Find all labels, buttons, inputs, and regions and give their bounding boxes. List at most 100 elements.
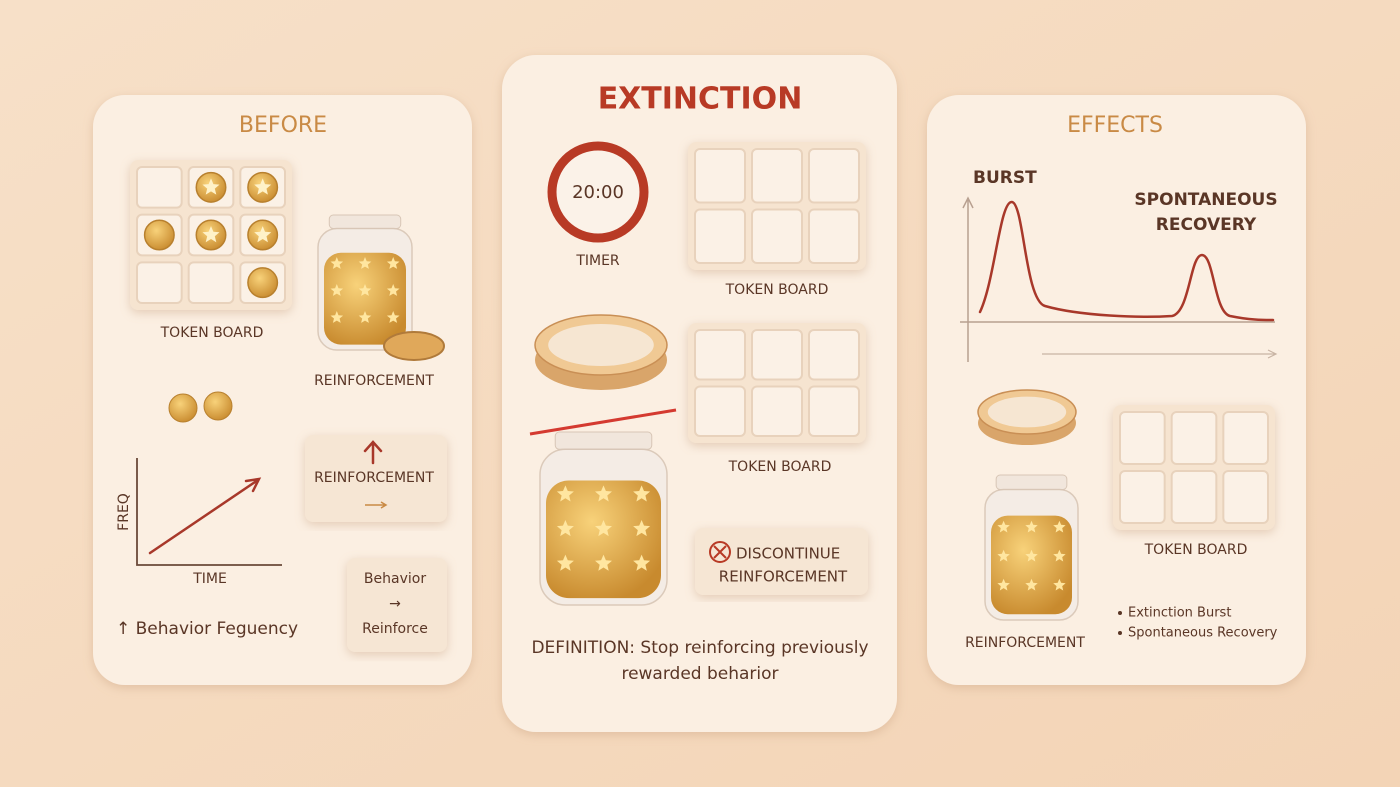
coin xyxy=(168,393,198,423)
token-slot xyxy=(808,329,860,381)
jar-star xyxy=(330,284,344,296)
card-text: Behavior xyxy=(364,571,426,587)
token-slot xyxy=(808,385,860,437)
token-slot xyxy=(1222,411,1270,465)
card-text: → xyxy=(389,596,401,612)
bullet xyxy=(1118,611,1122,615)
cancel-icon xyxy=(709,541,731,563)
jar-star xyxy=(1025,520,1038,533)
token-slot xyxy=(1119,411,1166,465)
token-slot xyxy=(751,148,803,204)
card-text: DISCONTINUE xyxy=(736,545,840,563)
coin xyxy=(203,391,233,421)
graph-label: RECOVERY xyxy=(1156,215,1257,235)
token-slot xyxy=(694,329,746,381)
token-slot xyxy=(1170,411,1218,465)
bullet-text: Spontaneous Recovery xyxy=(1128,626,1278,641)
jar-lid xyxy=(383,331,445,361)
response-curve xyxy=(978,200,1275,322)
jar-lid-rim xyxy=(328,214,402,229)
card-text: REINFORCEMENT xyxy=(314,470,434,486)
jar-star xyxy=(997,520,1010,533)
graph-label: BURST xyxy=(973,168,1037,188)
jar-star xyxy=(556,554,574,571)
definition: rewarded beharior xyxy=(621,664,778,684)
jar-star xyxy=(358,284,372,296)
trend-arrow xyxy=(148,477,262,555)
jar-star xyxy=(358,257,372,269)
lid-inner xyxy=(548,324,654,366)
token-star xyxy=(254,226,272,243)
bullet-text: Extinction Burst xyxy=(1128,606,1231,621)
token-star xyxy=(202,226,220,243)
label: REINFORCEMENT xyxy=(965,635,1085,651)
card xyxy=(347,558,447,652)
bullet xyxy=(1118,631,1122,635)
jar-contents xyxy=(546,480,661,599)
label: TOKEN BOARD xyxy=(725,282,829,298)
jar-star xyxy=(595,520,612,537)
graph-label: SPONTANEOUS xyxy=(1134,190,1277,210)
cancel-icon xyxy=(713,545,727,559)
jar-star xyxy=(330,311,344,323)
arrow xyxy=(365,501,388,509)
jar-star xyxy=(1053,578,1066,591)
token-slot xyxy=(751,329,803,381)
panel-title: EXTINCTION xyxy=(598,82,803,117)
axis-label: TIME xyxy=(192,571,227,587)
up-arrow xyxy=(363,440,383,465)
token-slot xyxy=(136,261,183,305)
token-slot xyxy=(1170,470,1218,524)
jar-star xyxy=(1053,520,1066,533)
label: TOKEN BOARD xyxy=(160,325,264,341)
jar-contents xyxy=(991,515,1072,615)
token-slot xyxy=(694,385,746,437)
jar-star xyxy=(1025,578,1038,591)
label: REINFORCEMENT xyxy=(314,373,434,389)
jar-star xyxy=(386,311,400,323)
label: TIMER xyxy=(575,253,620,269)
jar-star xyxy=(1025,549,1038,562)
lid-inner xyxy=(987,396,1067,428)
token-slot xyxy=(808,208,860,264)
jar-lid-rim xyxy=(554,431,653,450)
jar-star xyxy=(633,520,651,537)
jar-contents xyxy=(324,252,406,345)
strike-line xyxy=(529,408,677,436)
card-text: REINFORCEMENT xyxy=(719,568,848,586)
axes xyxy=(960,196,1275,362)
jar-star xyxy=(358,311,372,323)
jar-star xyxy=(595,554,612,571)
jar-star xyxy=(633,554,651,571)
jar-star xyxy=(595,485,612,502)
token-slot xyxy=(187,261,235,305)
token xyxy=(247,267,279,299)
timer-display: 20:00 xyxy=(572,182,624,203)
jar-star xyxy=(997,578,1010,591)
definition: DEFINITION: Stop reinforcing previously xyxy=(531,638,868,658)
jar-star xyxy=(1053,549,1066,562)
label: TOKEN BOARD xyxy=(728,459,832,475)
token xyxy=(143,219,175,251)
token-slot xyxy=(694,208,746,264)
jar-star xyxy=(386,284,400,296)
jar-star xyxy=(633,485,651,502)
timer xyxy=(547,141,649,243)
jar-star xyxy=(556,485,574,502)
jar-star xyxy=(997,549,1010,562)
jar-star xyxy=(330,257,344,269)
token-slot xyxy=(808,148,860,204)
card-text: Reinforce xyxy=(362,621,428,637)
jar-lid-rim xyxy=(995,474,1068,490)
token-star xyxy=(202,178,220,195)
card xyxy=(695,528,868,595)
label: TOKEN BOARD xyxy=(1144,542,1248,558)
panel-title: BEFORE xyxy=(239,113,327,138)
axes xyxy=(136,458,282,566)
jar-star xyxy=(556,520,574,537)
jar-star xyxy=(386,257,400,269)
token-slot xyxy=(751,208,803,264)
token-slot xyxy=(1222,470,1270,524)
token-slot xyxy=(1119,470,1166,524)
